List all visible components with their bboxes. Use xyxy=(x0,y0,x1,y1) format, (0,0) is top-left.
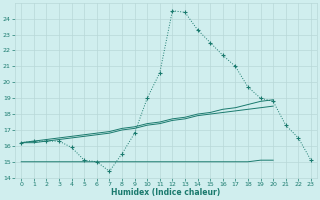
X-axis label: Humidex (Indice chaleur): Humidex (Indice chaleur) xyxy=(111,188,221,197)
